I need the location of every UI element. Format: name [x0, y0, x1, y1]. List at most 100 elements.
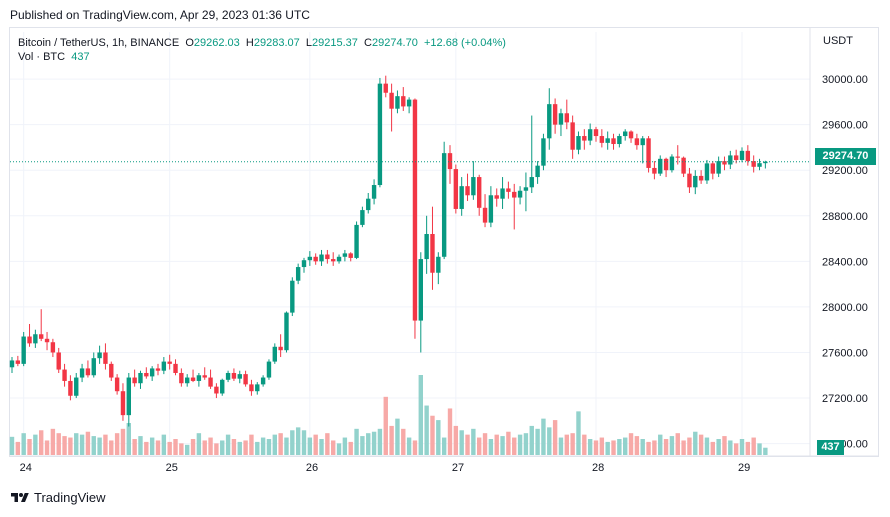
volume-bar [62, 436, 67, 455]
candle-body [570, 122, 575, 150]
volume-bar [295, 427, 301, 455]
candle-body [587, 129, 593, 141]
volume-label[interactable]: Vol · BTC [18, 51, 66, 63]
published-caption: Published on TradingView.com, Apr 29, 20… [10, 8, 310, 22]
volume-bar [698, 434, 704, 455]
candle-body [401, 96, 406, 107]
volume-bar [179, 443, 184, 455]
candle-body [576, 136, 581, 150]
volume-bar [214, 443, 219, 455]
symbol-name[interactable]: Bitcoin / TetherUS, 1h, BINANCE [18, 37, 180, 49]
candle-body [517, 190, 523, 198]
volume-bar [85, 431, 91, 455]
volume-bar [628, 433, 634, 455]
volume-bar [249, 434, 254, 455]
volume-bar [693, 431, 698, 455]
volume-bar [284, 437, 289, 455]
price-tick-label: 28000.00 [822, 302, 868, 314]
time-tick-label: 24 [20, 462, 32, 474]
candle-body [39, 334, 44, 339]
candle-body [436, 256, 441, 273]
candle-body [307, 256, 313, 261]
volume-legend: Vol · BTC 437 [18, 51, 90, 63]
symbol-legend: Bitcoin / TetherUS, 1h, BINANCE O29262.0… [18, 35, 506, 51]
candle-body [138, 372, 143, 384]
candle-body [342, 253, 348, 257]
candle-body [745, 150, 751, 162]
tradingview-branding[interactable]: TradingView [10, 490, 106, 505]
candle-body [512, 191, 517, 198]
candle-body [167, 361, 172, 364]
candle-body [716, 161, 721, 174]
candle-body [21, 336, 26, 364]
candle-body [535, 165, 540, 178]
volume-bar [196, 433, 202, 455]
price-tick-label: 29200.00 [822, 165, 868, 177]
volume-bar [144, 441, 149, 455]
price-tick-label: 30000.00 [822, 74, 868, 86]
volume-bar [202, 440, 207, 455]
candle-body [494, 195, 499, 199]
candle-body [214, 386, 219, 394]
volume-bar [91, 436, 96, 455]
candle-body [91, 358, 96, 376]
volume-bar [447, 408, 453, 455]
price-tick-label: 28800.00 [822, 211, 868, 223]
volume-bar [722, 436, 727, 455]
candle-body [418, 259, 423, 321]
volume-bar [126, 423, 131, 455]
candle-body [120, 391, 126, 416]
candle-body [430, 234, 435, 273]
candle-body [681, 157, 686, 174]
volume-bar [751, 437, 756, 455]
candle-body [634, 138, 640, 146]
volume-bar [605, 441, 610, 455]
volume-bar [710, 441, 715, 455]
volume-bar [611, 440, 616, 455]
volume-bar [307, 437, 313, 455]
volume-bar [716, 439, 721, 455]
low-label: L [305, 37, 312, 49]
volume-bar [389, 425, 394, 455]
volume-bar [155, 440, 161, 455]
candle-body [447, 153, 453, 170]
candle-body [704, 163, 710, 181]
last-volume-tag: 437 [817, 440, 844, 455]
volume-bar [681, 440, 686, 455]
volume-bar [319, 439, 324, 455]
candle-body [523, 187, 529, 191]
volume-bar [640, 439, 645, 455]
price-tick-label: 28400.00 [822, 256, 868, 268]
volume-bar [576, 411, 581, 455]
candle-body [640, 138, 645, 146]
volume-bar [97, 437, 102, 455]
volume-bar [301, 430, 307, 455]
candle-body [471, 177, 476, 196]
volume-bar [459, 430, 464, 455]
candle-body [179, 372, 184, 384]
currency-label[interactable]: USDT [823, 35, 853, 47]
high-label: H [245, 37, 254, 49]
candle-body [15, 360, 21, 364]
volume-bar [658, 434, 663, 455]
candle-body [249, 384, 254, 392]
candle-body [255, 384, 260, 392]
volume-bar [331, 440, 336, 455]
volume-bar [266, 439, 272, 455]
candle-body [441, 153, 447, 257]
volume-bar [663, 439, 669, 455]
volume-bar [541, 418, 546, 455]
candle-body [552, 104, 558, 125]
volume-bar [185, 444, 190, 455]
candle-body [541, 138, 546, 166]
candle-body [319, 254, 324, 262]
candle-body [190, 377, 196, 381]
candle-body [488, 195, 494, 223]
volume-bar [348, 441, 353, 455]
volume-bar [430, 415, 435, 455]
open-value: 29262.03 [193, 37, 240, 49]
candle-body [196, 375, 202, 381]
candle-body [605, 138, 610, 143]
candle-body [611, 138, 616, 145]
